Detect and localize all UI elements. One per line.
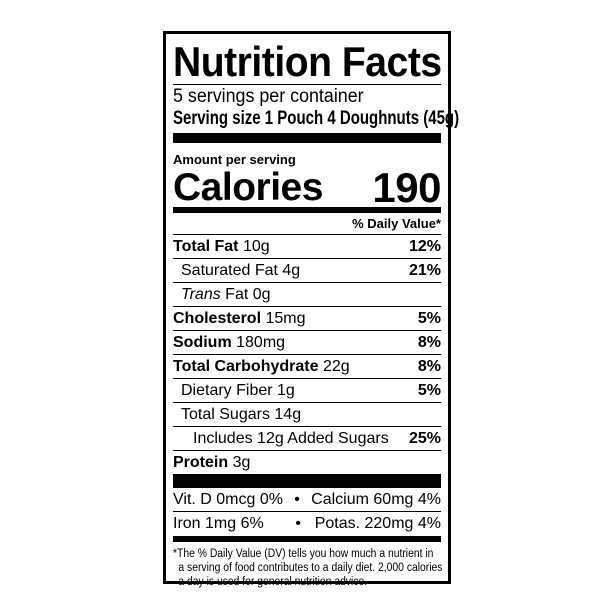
nutrient-row-saturated-fat: Saturated Fat 4g 21%	[173, 259, 441, 283]
thick-divider	[173, 474, 441, 488]
bullet: •	[295, 514, 302, 532]
nutrient-amount: Fat 0g	[225, 285, 271, 303]
serving-size-value: 1 Pouch 4 Doughnuts (45g)	[264, 108, 460, 129]
nutrient-name: Includes 12g Added Sugars	[193, 429, 389, 447]
nutrient-amount: 22g	[322, 357, 350, 375]
calories-row: Calories 190	[173, 164, 441, 211]
nutrient-name: Trans	[181, 285, 221, 303]
vitamin-row: Iron 1mg 6% • Potas. 220mg 4%	[173, 512, 441, 535]
nutrient-amount: 1g	[277, 381, 295, 399]
nutrient-name: Total Carbohydrate	[173, 357, 319, 375]
nutrient-dv: 12%	[408, 237, 441, 255]
nutrient-name: Cholesterol	[173, 309, 262, 327]
nutrient-dv: 25%	[408, 429, 441, 447]
nutrient-name: Total Fat	[173, 237, 239, 255]
vitamin-row: Vit. D 0mcg 0% • Calcium 60mg 4%	[173, 488, 441, 512]
nutrient-row-added-sugars: Includes 12g Added Sugars 25%	[173, 427, 441, 451]
nutrient-dv: 5%	[417, 309, 441, 327]
nutrient-name: Protein	[173, 453, 229, 471]
nutrition-facts-label: Nutrition Facts 5 servings per container…	[163, 31, 459, 588]
iron: Iron 1mg 6%	[173, 514, 264, 532]
potassium: Potas. 220mg 4%	[314, 514, 441, 532]
bullet: •	[294, 490, 300, 508]
nutrient-dv: 21%	[408, 261, 441, 279]
nutrient-row-cholesterol: Cholesterol 15mg 5%	[173, 307, 441, 331]
label-title: Nutrition Facts	[173, 38, 442, 85]
medium-divider	[173, 536, 441, 542]
nutrient-name: Sodium	[173, 333, 232, 351]
nutrient-amount: 3g	[232, 453, 251, 471]
footnote: *The % Daily Value (DV) tells you how mu…	[173, 547, 443, 589]
nutrient-row-total-carbohydrate: Total Carbohydrate 22g 8%	[173, 355, 441, 379]
calcium: Calcium 60mg 4%	[311, 490, 441, 508]
divider	[173, 84, 441, 85]
nutrient-amount: 180mg	[236, 333, 286, 351]
thick-divider	[173, 133, 441, 143]
calories-value: 190	[372, 164, 441, 211]
nutrient-dv: 8%	[417, 333, 441, 351]
nutrient-amount: 4g	[282, 261, 301, 279]
nutrient-row-sodium: Sodium 180mg 8%	[173, 331, 441, 355]
medium-divider	[173, 207, 441, 213]
nutrient-name: Saturated Fat	[181, 261, 278, 279]
nutrient-name: Dietary Fiber	[181, 381, 273, 399]
footnote-line: a serving of food contributes to a daily…	[178, 562, 443, 574]
nutrient-row-dietary-fiber: Dietary Fiber 1g 5%	[173, 379, 441, 403]
nutrient-row-trans-fat: Trans Fat 0g	[173, 283, 441, 307]
footnote-line: a day is used for general nutrition advi…	[178, 576, 368, 588]
nutrient-amount: 15mg	[265, 309, 306, 327]
nutrient-row-protein: Protein 3g	[173, 451, 441, 474]
nutrient-amount: 10g	[242, 237, 270, 255]
daily-value-header: % Daily Value*	[173, 215, 441, 235]
serving-size: Serving size 1 Pouch 4 Doughnuts (45g)	[173, 108, 459, 129]
amount-per-serving: Amount per serving	[173, 152, 296, 167]
servings-per-container: 5 servings per container	[173, 86, 364, 107]
nutrient-dv: 8%	[417, 357, 441, 375]
vitamin-d: Vit. D 0mcg 0%	[173, 490, 283, 508]
footnote-line: *The % Daily Value (DV) tells you how mu…	[173, 548, 434, 560]
nutrient-row-total-fat: Total Fat 10g 12%	[173, 235, 441, 259]
nutrient-name: Total Sugars	[181, 405, 270, 423]
serving-size-label: Serving size	[173, 108, 261, 129]
calories-label: Calories	[173, 166, 323, 209]
nutrient-row-total-sugars: Total Sugars 14g	[173, 403, 441, 427]
nutrient-dv: 5%	[417, 381, 441, 399]
nutrient-amount: 14g	[274, 405, 302, 423]
